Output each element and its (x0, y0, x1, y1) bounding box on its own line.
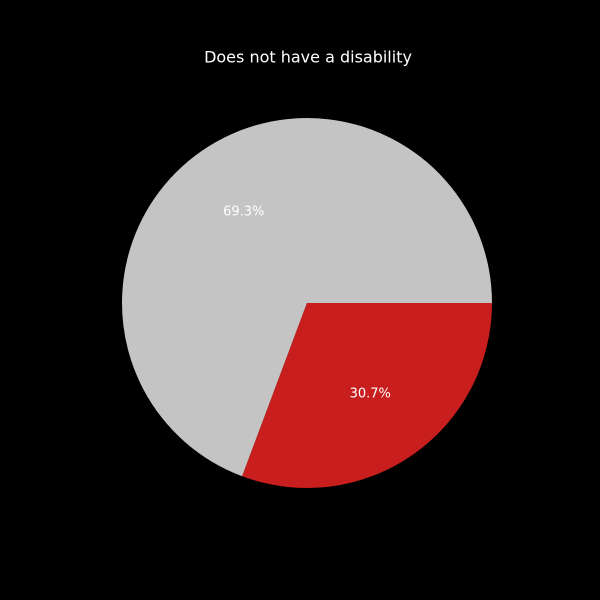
value-label: 69.3% (223, 204, 264, 219)
chart-title: Does not have a disability (204, 48, 412, 67)
pie-slice (242, 303, 492, 488)
pie-slice (122, 118, 493, 477)
value-label: 30.7% (350, 387, 391, 402)
